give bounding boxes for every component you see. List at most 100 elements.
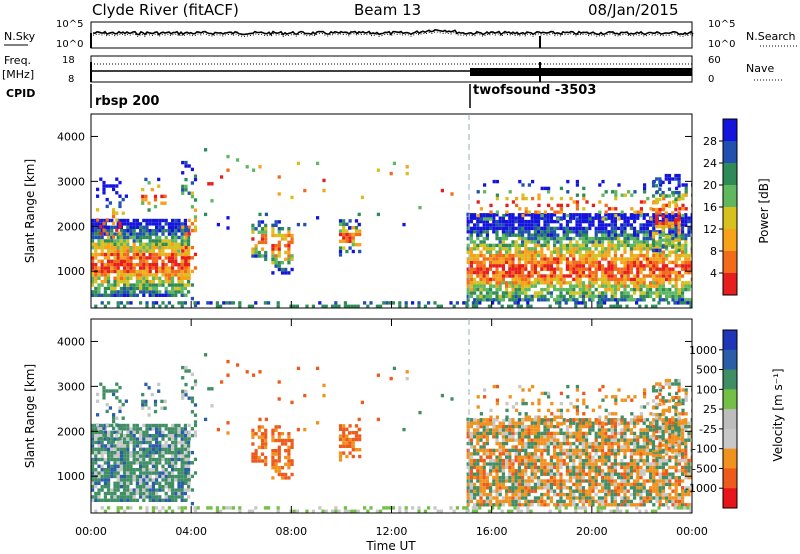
velocity-cell (604, 486, 608, 490)
velocity-cell (581, 479, 585, 483)
power-cell (678, 207, 682, 211)
velocity-cell (601, 441, 605, 446)
power-cell (144, 194, 148, 199)
power-cell (620, 230, 624, 234)
power-cell (466, 291, 470, 295)
power-cell (588, 236, 592, 241)
power-cell (505, 226, 509, 231)
velocity-cell (100, 454, 104, 458)
power-cell (633, 281, 637, 285)
velocity-cell (94, 423, 98, 428)
velocity-cell (184, 389, 188, 394)
power-cell (617, 183, 621, 187)
velocity-cell (514, 452, 518, 456)
power-cell (511, 270, 515, 275)
velocity-cell (633, 418, 637, 422)
power-cell (263, 301, 267, 305)
power-cell (181, 256, 185, 260)
velocity-cell (575, 475, 579, 480)
velocity-cell (190, 410, 194, 414)
power-cell (690, 270, 692, 275)
velocity-cell (645, 465, 649, 470)
power-cell (479, 274, 483, 278)
power-cell (642, 274, 646, 278)
velocity-cell (113, 461, 117, 465)
velocity-cell (642, 441, 646, 446)
velocity-cell (126, 468, 130, 472)
velocity-cell (466, 492, 470, 497)
power-cell (342, 226, 346, 230)
power-cell (505, 257, 509, 261)
power-cell (167, 252, 171, 257)
power-cell (533, 233, 537, 237)
velocity-cell (594, 482, 598, 487)
velocity-cell (151, 485, 155, 489)
power-cell (559, 196, 563, 201)
power-cell (633, 210, 637, 214)
velocity-cell (358, 437, 362, 442)
power-cell (284, 233, 288, 238)
velocity-cell (264, 428, 268, 433)
power-cell (145, 225, 149, 229)
velocity-cell (260, 442, 265, 446)
velocity-cell (521, 445, 525, 449)
velocity-cell (505, 492, 509, 497)
power-cell (479, 243, 483, 248)
power-cell (540, 294, 544, 299)
power-cell (158, 218, 162, 223)
power-cell (524, 210, 528, 214)
velocity-cell (642, 448, 646, 453)
power-cell (564, 301, 568, 305)
power-cell (177, 276, 181, 280)
power-cell (469, 277, 473, 282)
power-cell (623, 236, 627, 241)
power-cell (118, 201, 122, 205)
power-cell (264, 254, 268, 258)
velocity-cell (118, 430, 122, 434)
power-cell (190, 283, 194, 287)
velocity-cell (129, 481, 133, 485)
power-cell (91, 239, 95, 243)
velocity-cell (537, 499, 541, 504)
velocity-cell (530, 431, 534, 436)
power-cell (556, 203, 560, 208)
power-cell (639, 284, 643, 288)
power-cell (596, 304, 600, 308)
power-cell (171, 232, 175, 236)
power-cell (671, 267, 675, 271)
velocity-cell (91, 488, 95, 492)
power-cell (655, 201, 659, 205)
power-cell (492, 298, 496, 302)
velocity-cell (151, 498, 155, 502)
velocity-cell (132, 437, 136, 441)
power-cell (508, 257, 512, 261)
velocity-cell (144, 399, 148, 404)
velocity-cell (613, 469, 617, 473)
velocity-cell (123, 447, 127, 451)
velocity-cell (116, 481, 120, 485)
power-cell (476, 264, 480, 268)
power-cell (617, 287, 621, 292)
velocity-cell (607, 452, 611, 456)
power-cell (681, 230, 685, 234)
power-cell (519, 304, 523, 308)
velocity-cell (482, 492, 486, 497)
velocity-cell (575, 448, 579, 453)
power-cell (126, 269, 130, 274)
power-cell (148, 249, 152, 253)
power-cell (482, 253, 486, 258)
velocity-cell (495, 431, 499, 436)
velocity-cell (100, 440, 104, 445)
power-cell (591, 284, 595, 288)
velocity-cell (553, 455, 557, 459)
power-cell (645, 287, 649, 292)
power-cell (658, 281, 662, 285)
power-cell (613, 264, 617, 268)
velocity-cell (585, 496, 589, 500)
velocity-cell (549, 455, 553, 459)
power-cell (521, 236, 525, 241)
power-cell (204, 148, 208, 152)
velocity-cell (636, 492, 640, 497)
power-cell (607, 243, 611, 248)
power-cell (161, 252, 165, 257)
